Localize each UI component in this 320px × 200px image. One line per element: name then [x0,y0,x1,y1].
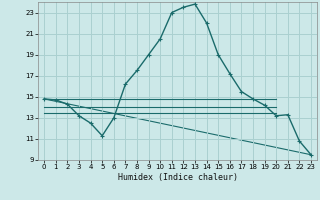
X-axis label: Humidex (Indice chaleur): Humidex (Indice chaleur) [118,173,238,182]
